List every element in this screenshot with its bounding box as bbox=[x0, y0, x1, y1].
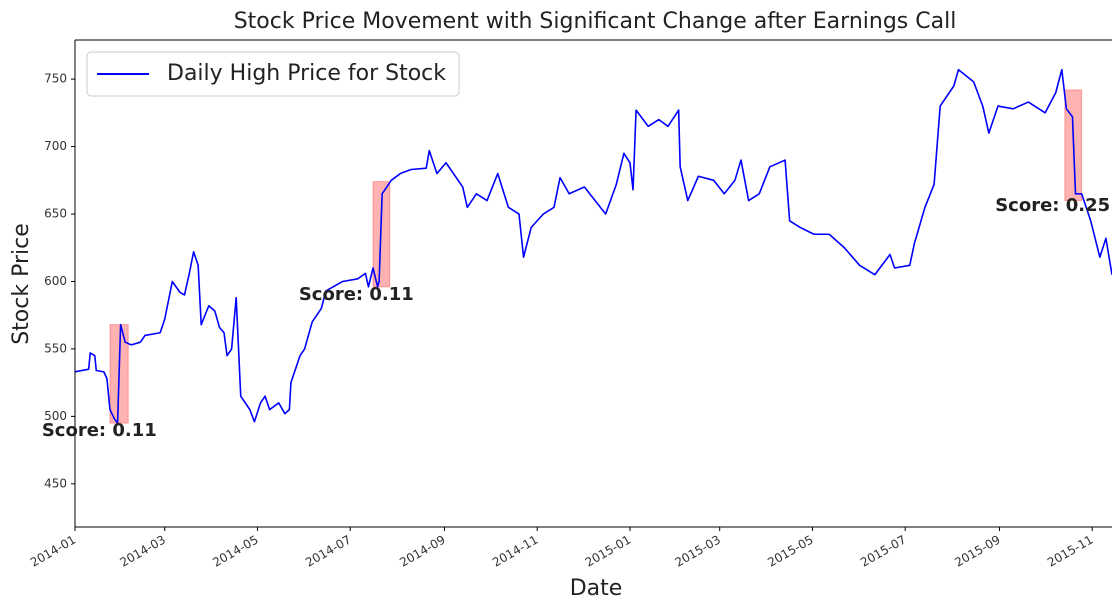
x-axis-label: Date bbox=[570, 576, 623, 601]
annotation: Score: 0.11 bbox=[42, 420, 157, 441]
chart-title: Stock Price Movement with Significant Ch… bbox=[234, 9, 957, 34]
plot-area bbox=[75, 68, 1112, 424]
price-line bbox=[75, 68, 1112, 424]
annotation: Score: 0.11 bbox=[299, 284, 414, 305]
y-tick-label: 550 bbox=[44, 341, 67, 355]
y-tick-label: 450 bbox=[44, 476, 67, 490]
legend-box bbox=[86, 51, 460, 97]
y-tick-label: 500 bbox=[44, 409, 67, 423]
y-tick-label: 700 bbox=[44, 139, 67, 153]
legend-label: Daily High Price for Stock bbox=[167, 61, 446, 86]
annotation: Score: 0.25 bbox=[995, 195, 1110, 216]
y-tick-label: 750 bbox=[44, 72, 67, 86]
y-tick-label: 600 bbox=[44, 274, 67, 288]
legend: Daily High Price for Stock bbox=[86, 51, 460, 97]
y-axis-label: Stock Price bbox=[9, 223, 34, 345]
y-tick-label: 650 bbox=[44, 207, 67, 221]
